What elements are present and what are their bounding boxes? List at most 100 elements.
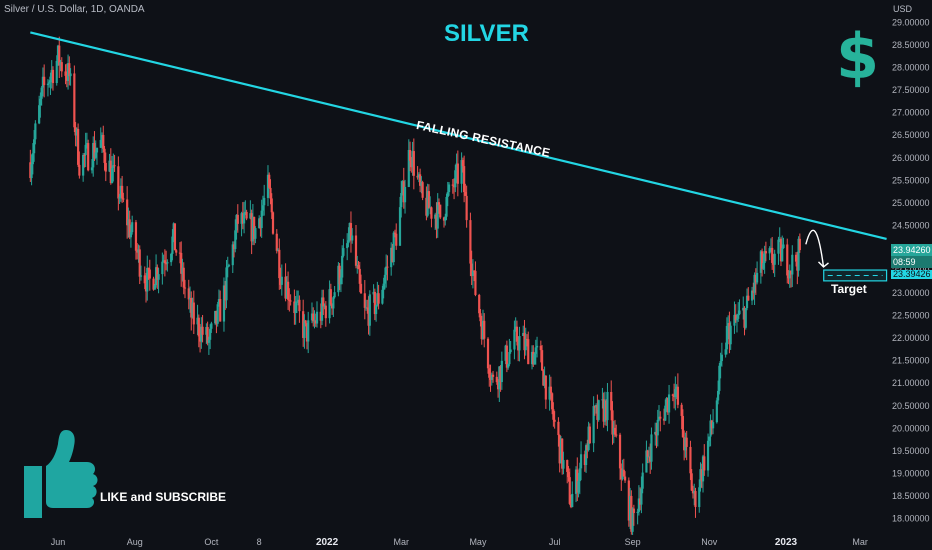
- candle-body: [121, 185, 124, 199]
- candle-body: [393, 232, 397, 234]
- candle-body: [319, 311, 322, 321]
- candle-body: [568, 477, 571, 504]
- candle-body: [735, 318, 739, 321]
- candle-body: [166, 262, 169, 264]
- candle-body: [743, 307, 746, 328]
- candle-body: [232, 244, 236, 250]
- y-tick-label: 26.00000: [892, 153, 930, 163]
- candle-body: [499, 366, 502, 383]
- candle-body: [724, 349, 727, 355]
- candle-body: [201, 326, 204, 335]
- y-axis: 29.00000 28.50000 28.00000 27.50000 27.00000…: [892, 18, 930, 524]
- like-subscribe-text[interactable]: LIKE and SUBSCRIBE: [100, 490, 227, 504]
- countdown-tag: 08:59: [891, 256, 932, 268]
- candle-body: [297, 299, 300, 302]
- candle-body: [302, 311, 305, 338]
- candle-body: [165, 263, 168, 265]
- candle-body: [288, 299, 291, 301]
- candle-body: [30, 164, 33, 179]
- candle-body: [420, 182, 423, 186]
- candle-body: [685, 437, 688, 447]
- chart-title: SILVER: [444, 20, 529, 47]
- thumbs-up-icon[interactable]: [24, 430, 98, 518]
- candle-body: [337, 265, 340, 293]
- candle-body: [49, 76, 52, 83]
- y-tick-label: 21.00000: [892, 378, 930, 388]
- candle-body: [386, 266, 389, 268]
- candle-body: [672, 395, 676, 398]
- candle-body: [524, 338, 527, 351]
- candle-body: [703, 456, 706, 471]
- x-tick-label: Mar: [852, 537, 868, 547]
- y-tick-label: 19.50000: [892, 446, 930, 456]
- x-tick-label: 2022: [316, 537, 339, 548]
- y-tick-label: 29.00000: [892, 18, 930, 28]
- candle-body: [200, 326, 203, 342]
- candle-body: [39, 98, 42, 106]
- candle-body: [305, 323, 309, 342]
- candle-body: [368, 294, 371, 326]
- candle-body: [470, 263, 473, 277]
- y-tick-label: 27.50000: [892, 85, 930, 95]
- candle-body: [402, 181, 405, 203]
- candle-body: [245, 211, 248, 219]
- candle-body: [260, 210, 263, 229]
- candle-body: [593, 406, 596, 408]
- candle-body: [478, 294, 481, 314]
- candle-body: [761, 251, 764, 269]
- candle-body: [190, 297, 193, 318]
- candle-body: [401, 181, 404, 194]
- candle-body: [419, 174, 422, 186]
- candle-body: [59, 62, 62, 66]
- candle-body: [206, 326, 209, 343]
- candle-body: [278, 249, 281, 279]
- candle-body: [226, 266, 229, 268]
- candle-body: [566, 460, 569, 472]
- candle-body: [118, 197, 121, 199]
- candle-body: [771, 247, 774, 263]
- candle-body: [153, 285, 156, 290]
- candle-body: [798, 238, 801, 251]
- candle-body: [474, 270, 477, 295]
- x-tick-label: Nov: [701, 537, 718, 547]
- candle-body: [127, 219, 130, 226]
- candle-body: [483, 320, 486, 339]
- candle-body: [376, 293, 379, 306]
- candle-body: [65, 75, 68, 82]
- candle-body: [34, 123, 37, 140]
- target-label: Target: [831, 282, 867, 296]
- candle-body: [148, 269, 151, 279]
- candle-body: [786, 244, 789, 276]
- candle-body: [690, 473, 693, 491]
- candle-body: [50, 69, 53, 77]
- candle-body: [276, 249, 280, 251]
- candle-body: [558, 435, 561, 464]
- candle-body: [456, 163, 459, 184]
- candle-body: [496, 382, 500, 390]
- candle-body: [170, 253, 173, 263]
- candle-body: [285, 281, 288, 299]
- candle-body: [693, 491, 696, 494]
- y-tick-label: 23.00000: [892, 288, 930, 298]
- candle-body: [348, 223, 351, 241]
- last-price-tag: 23.94260: [891, 244, 932, 256]
- candle-body: [491, 374, 495, 377]
- candle-body: [606, 391, 609, 421]
- candle-body: [789, 270, 793, 275]
- candle-body: [236, 214, 239, 224]
- y-tick-label: 19.00000: [892, 468, 930, 478]
- candle-body: [576, 469, 579, 493]
- candle-body: [383, 274, 387, 284]
- candle-body: [231, 244, 234, 266]
- candle-body: [391, 247, 394, 263]
- candle-body: [630, 495, 633, 532]
- candle-body: [102, 134, 105, 149]
- candle-body: [82, 154, 85, 176]
- candle-body: [427, 191, 431, 209]
- candle-body: [429, 207, 432, 209]
- candle-body: [417, 174, 420, 178]
- candle-body: [289, 300, 292, 302]
- candle-body: [240, 213, 243, 224]
